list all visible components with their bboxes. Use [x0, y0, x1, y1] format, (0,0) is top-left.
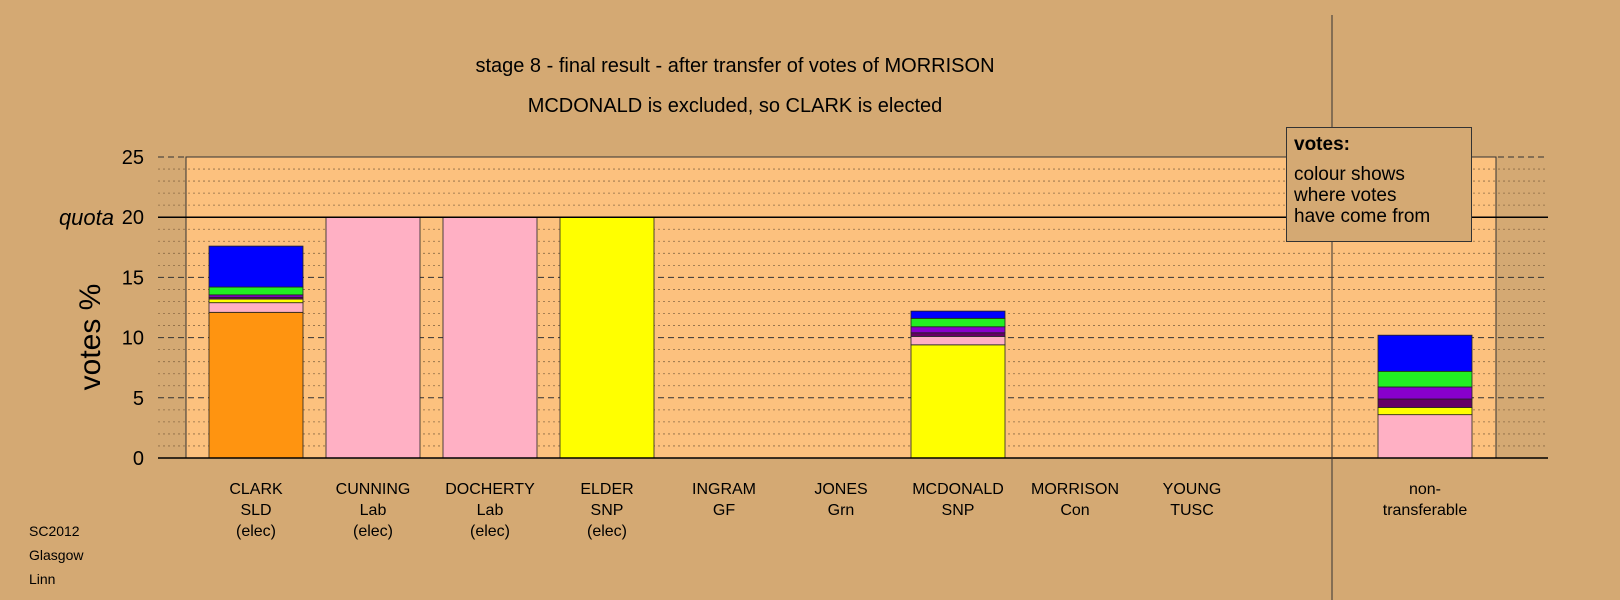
- bar-segment: [208, 311, 304, 459]
- category-labels: CLARK SLD (elec) CUNNING Lab (elec) DOCHERTY La…: [229, 481, 1467, 540]
- candidate-status-label: (elec): [587, 523, 627, 540]
- candidate-party-label: GF: [713, 502, 735, 519]
- candidate-status-label: (elec): [470, 523, 510, 540]
- candidate-status-label: (elec): [353, 523, 393, 540]
- legend-title: votes:: [1294, 134, 1350, 155]
- bar-segment: [1377, 386, 1473, 400]
- bar-segment: [910, 310, 1006, 319]
- bar-segment: [910, 332, 1006, 337]
- bar-segment: [559, 216, 655, 459]
- y-tick-label: 25: [122, 147, 144, 169]
- bar-segment: [1377, 370, 1473, 388]
- y-tick-label: 15: [122, 267, 144, 289]
- candidate-name-label: non-: [1409, 481, 1441, 498]
- candidate-party-label: SLD: [240, 502, 271, 519]
- legend-line: where votes: [1294, 185, 1397, 206]
- bars: [208, 216, 1473, 459]
- bar-segment: [442, 216, 538, 459]
- candidate-name-label: MCDONALD: [912, 481, 1004, 498]
- bar-segment: [910, 344, 1006, 459]
- candidate-party-label: Grn: [828, 502, 855, 519]
- y-tick-label: 10: [122, 328, 144, 350]
- y-tick-label: 20: [122, 207, 144, 229]
- candidate-name-label: JONES: [814, 481, 867, 498]
- candidate-name-label: CUNNING: [336, 481, 411, 498]
- candidate-party-label: Lab: [477, 502, 504, 519]
- candidate-party-label: Lab: [360, 502, 387, 519]
- candidate-name-label: DOCHERTY: [445, 481, 535, 498]
- candidate-party-label: SNP: [942, 502, 975, 519]
- legend-line: have come from: [1294, 206, 1431, 227]
- candidate-name-label: INGRAM: [692, 481, 756, 498]
- candidate-name-label: YOUNG: [1163, 481, 1222, 498]
- y-axis-label: votes %: [74, 284, 107, 391]
- bar-segment: [208, 298, 304, 304]
- chart-title-line2: MCDONALD is excluded, so CLARK is electe…: [528, 95, 943, 117]
- footer-city: Glasgow: [29, 547, 84, 563]
- bar-segment: [208, 302, 304, 313]
- bar-segment: [325, 216, 421, 459]
- y-tick-label: 5: [133, 388, 144, 410]
- bar-segment: [910, 326, 1006, 334]
- candidate-name-label: ELDER: [580, 481, 633, 498]
- legend-line: colour shows: [1294, 164, 1405, 185]
- footer-year: SC2012: [29, 523, 80, 539]
- bar-segment: [910, 317, 1006, 328]
- legend-box: votes: colour shows where votes have com…: [1286, 127, 1472, 242]
- bar-segment: [1377, 398, 1473, 408]
- candidate-party-label: Con: [1060, 502, 1089, 519]
- bar-segment: [208, 286, 304, 296]
- bar-segment: [208, 245, 304, 288]
- quota-label: quota: [59, 205, 114, 230]
- footer-ward: Linn: [29, 571, 56, 587]
- bar-segment: [910, 335, 1006, 346]
- chart-title-line1: stage 8 - final result - after transfer …: [475, 55, 994, 77]
- candidate-party-label: TUSC: [1170, 502, 1214, 519]
- candidate-name-label: CLARK: [229, 481, 283, 498]
- bar-segment: [1377, 407, 1473, 416]
- y-tick-label: 0: [133, 448, 144, 470]
- bar-segment: [1377, 334, 1473, 372]
- candidate-name-label: MORRISON: [1031, 481, 1119, 498]
- candidate-status-label: (elec): [236, 523, 276, 540]
- candidate-party-label: SNP: [591, 502, 624, 519]
- bar-segment: [1377, 414, 1473, 459]
- candidate-party-label: transferable: [1383, 502, 1468, 519]
